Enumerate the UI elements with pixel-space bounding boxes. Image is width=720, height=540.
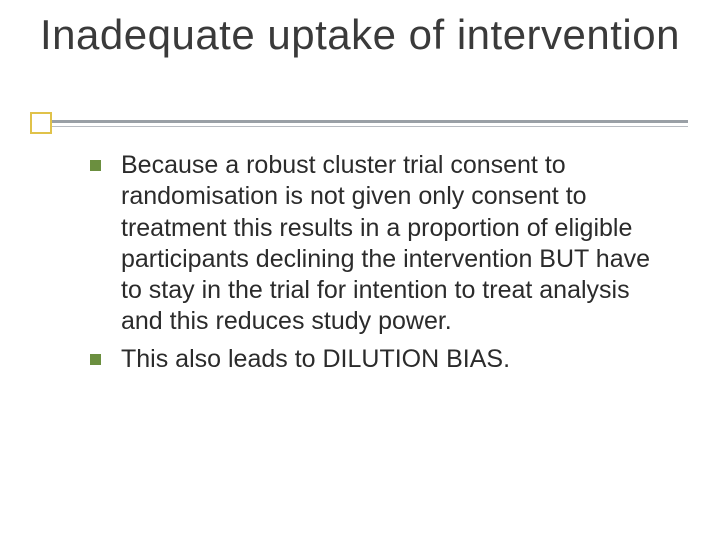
list-item-text: This also leads to DILUTION BIAS.: [121, 344, 510, 375]
underline-thin: [52, 126, 688, 127]
title-underline: [30, 116, 690, 130]
slide-body: Because a robust cluster trial consent t…: [90, 150, 670, 381]
list-item: This also leads to DILUTION BIAS.: [90, 344, 670, 375]
underline-thick: [52, 120, 688, 123]
slide-title: Inadequate uptake of intervention: [0, 12, 720, 58]
underline-box-icon: [30, 112, 52, 134]
square-bullet-icon: [90, 160, 101, 171]
slide: Inadequate uptake of intervention Becaus…: [0, 0, 720, 540]
list-item: Because a robust cluster trial consent t…: [90, 150, 670, 338]
square-bullet-icon: [90, 354, 101, 365]
list-item-text: Because a robust cluster trial consent t…: [121, 150, 670, 338]
title-wrap: Inadequate uptake of intervention: [0, 12, 720, 58]
